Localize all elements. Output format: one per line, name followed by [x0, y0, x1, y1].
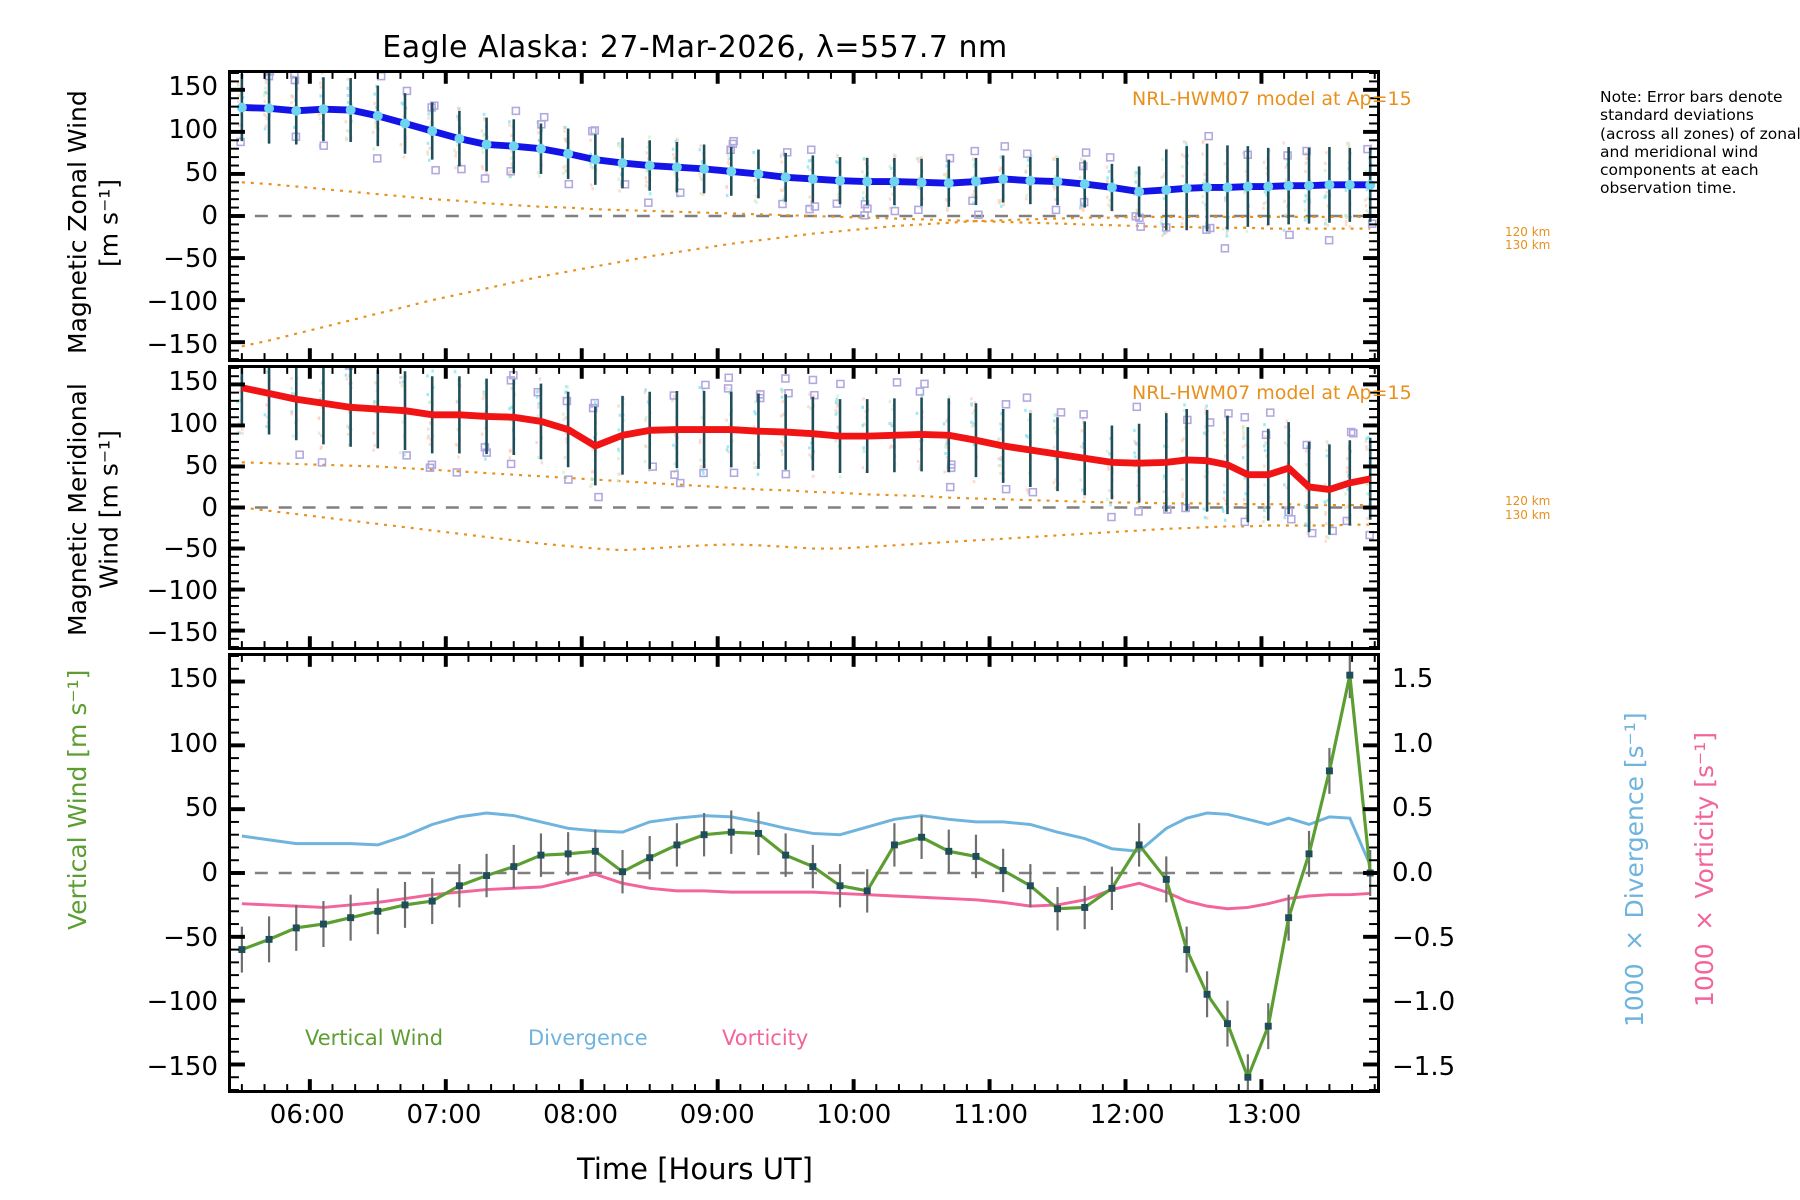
x-tick-label: 06:00: [269, 1100, 345, 1130]
y-tick-label: −100: [146, 576, 218, 607]
right-axis-vorticity-label: 1000 × Vorticity [s⁻¹]: [1690, 732, 1719, 1008]
x-tick-label: 07:00: [406, 1100, 482, 1130]
right-y-tick-label: 0.5: [1392, 793, 1434, 824]
right-axis-divergence-label: 1000 × Divergence [s⁻¹]: [1620, 712, 1649, 1028]
right-y-tick-label: 0.0: [1392, 858, 1434, 888]
y-tick-label: 150: [168, 366, 218, 397]
right-y-tick-label: −1.0: [1392, 987, 1456, 1018]
x-tick-label: 08:00: [543, 1100, 619, 1130]
y-tick-label: 0: [201, 201, 218, 231]
y-tick-label: 0: [201, 492, 218, 523]
y-tick-label: 100: [168, 728, 218, 759]
panel-vertical-yticks: 150 100 50 0 −50 −100 −150: [0, 0, 218, 1200]
y-tick-label: 150: [168, 72, 218, 103]
right-y-tick-label: −0.5: [1392, 922, 1456, 953]
y-tick-label: −50: [163, 243, 218, 274]
y-tick-label: −150: [146, 1052, 218, 1083]
y-tick-label: −150: [146, 329, 218, 360]
x-tick-label: 09:00: [679, 1100, 755, 1130]
right-y-tick-label: 1.5: [1392, 663, 1434, 694]
y-tick-label: 50: [184, 158, 218, 189]
x-tick-label: 12:00: [1089, 1100, 1165, 1130]
x-axis-label: Time [Hours UT]: [577, 1152, 813, 1186]
y-tick-label: 50: [184, 450, 218, 481]
y-tick-label: −50: [163, 922, 218, 953]
panel-zonal-yticks: 150 100 50 0 −50 −100 −150: [0, 0, 218, 1200]
legend-divergence: Divergence: [528, 1026, 648, 1050]
panel-vertical-plot: [228, 653, 1380, 1093]
x-tick-label: 10:00: [816, 1100, 892, 1130]
y-tick-label: −50: [163, 534, 218, 565]
error-bar-note: Note: Error bars denote standard deviati…: [1600, 88, 1800, 198]
page-title: Eagle Alaska: 27-Mar-2026, λ=557.7 nm: [382, 30, 1008, 65]
panel-zonal-alt-130: 130 km: [1505, 238, 1551, 252]
right-y-tick-label: 1.0: [1392, 728, 1434, 759]
panel-zonal-alt-120: 120 km: [1505, 225, 1551, 239]
y-tick-label: 100: [168, 115, 218, 146]
panel-meridional-yticks: 150 100 50 0 −50 −100 −150: [0, 0, 218, 1200]
y-tick-label: 0: [201, 858, 218, 888]
legend-vorticity: Vorticity: [722, 1026, 809, 1050]
panel-meridional-alt-120: 120 km: [1505, 494, 1551, 508]
right-y-tick-label: −1.5: [1392, 1052, 1456, 1083]
legend-vertical-wind: Vertical Wind: [305, 1026, 444, 1050]
y-tick-label: 100: [168, 408, 218, 439]
panel-meridional-model-label: NRL-HWM07 model at Ap=15: [1132, 382, 1412, 404]
panel-meridional-plot: [228, 365, 1380, 650]
y-tick-label: −100: [146, 286, 218, 317]
panel-zonal-plot: [228, 70, 1380, 362]
x-tick-label: 13:00: [1226, 1100, 1302, 1130]
panel-meridional-alt-130: 130 km: [1505, 508, 1551, 522]
panel-zonal-model-label: NRL-HWM07 model at Ap=15: [1132, 88, 1412, 110]
y-tick-label: −150: [146, 618, 218, 649]
x-tick-label: 11:00: [953, 1100, 1028, 1130]
y-tick-label: −100: [146, 987, 218, 1018]
y-tick-label: 150: [168, 663, 218, 694]
y-tick-label: 50: [184, 793, 218, 824]
